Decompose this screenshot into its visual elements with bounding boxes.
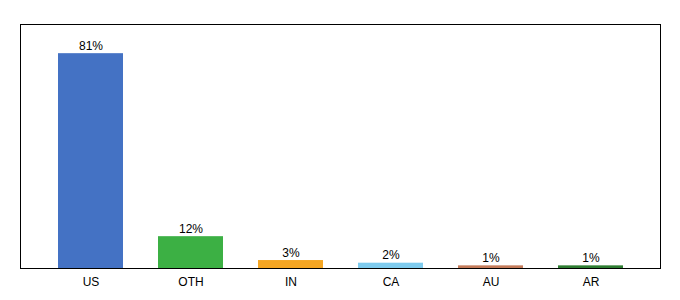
svg-text:AR: AR [583, 275, 600, 289]
svg-text:81%: 81% [79, 39, 103, 53]
svg-text:OTH: OTH [178, 275, 203, 289]
svg-text:US: US [83, 275, 100, 289]
svg-text:AU: AU [483, 275, 500, 289]
svg-text:1%: 1% [482, 251, 500, 265]
svg-text:IN: IN [285, 275, 297, 289]
svg-text:1%: 1% [582, 251, 600, 265]
svg-text:2%: 2% [382, 248, 400, 262]
svg-text:3%: 3% [282, 246, 300, 260]
svg-text:12%: 12% [179, 222, 203, 236]
svg-text:CA: CA [383, 275, 400, 289]
